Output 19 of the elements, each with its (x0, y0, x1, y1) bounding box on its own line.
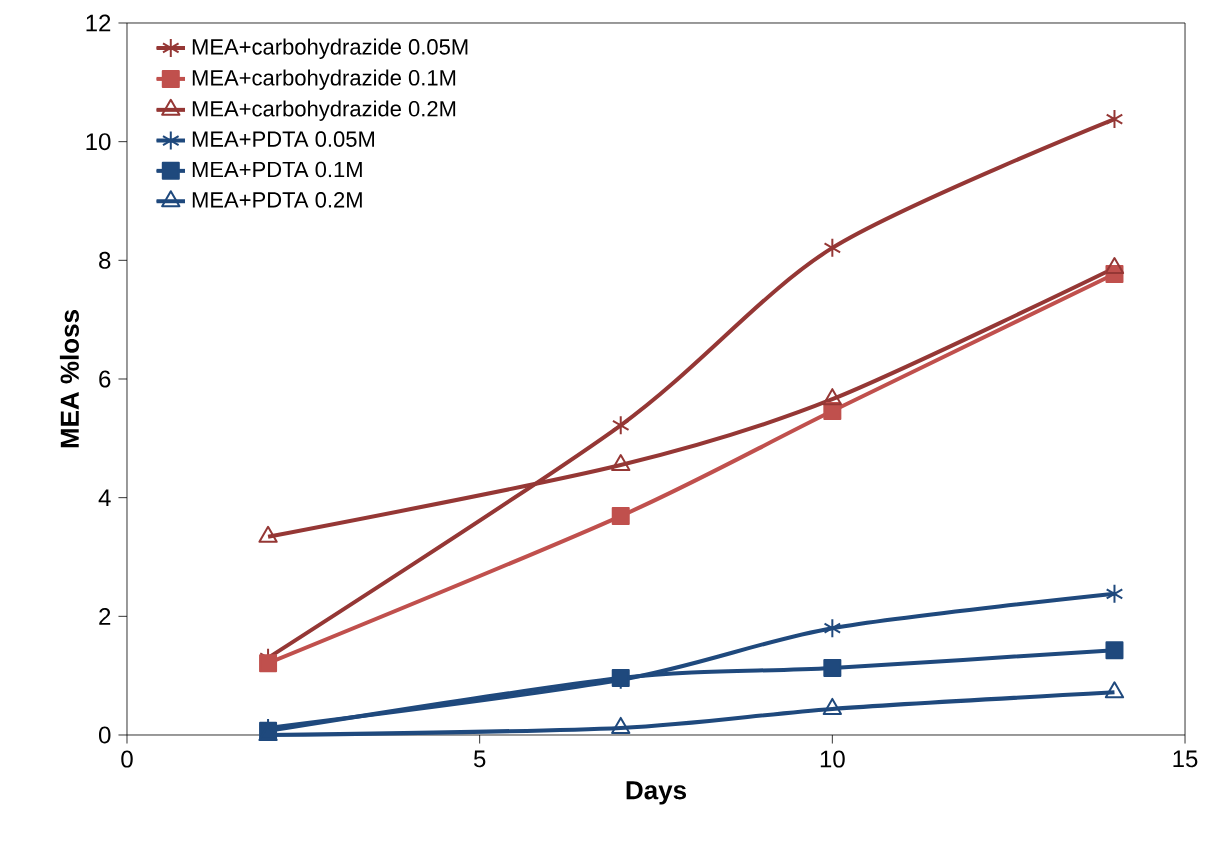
legend-label: MEA+PDTA 0.1M (192, 161, 362, 178)
legend-label: MEA+PDTA 0.05M (192, 131, 374, 147)
y-tick-label: 10 (86, 133, 111, 151)
y-tick-label: 12 (86, 14, 111, 32)
x-tick-label: 15 (1173, 750, 1198, 768)
x-tick-label: 0 (121, 750, 133, 768)
legend-label: MEA+carbohydrazide 0.1M (192, 69, 456, 90)
x-tick-label: 10 (820, 750, 845, 768)
legend-label: MEA+carbohydrazide 0.05M (192, 38, 468, 59)
x-tick-label: 5 (473, 750, 486, 768)
legend-label: MEA+carbohydrazide 0.2M (192, 100, 456, 121)
y-tick-label: 2 (99, 607, 111, 625)
legend-label: MEA+PDTA 0.2M (192, 192, 362, 208)
y-tick-label: 0 (98, 726, 111, 744)
y-tick-label: 8 (99, 251, 111, 269)
y-tick-label: 6 (99, 370, 111, 388)
x-axis-title: Days (626, 781, 686, 805)
y-axis-title: MEA %loss (59, 310, 79, 448)
y-tick-label: 4 (98, 489, 111, 506)
